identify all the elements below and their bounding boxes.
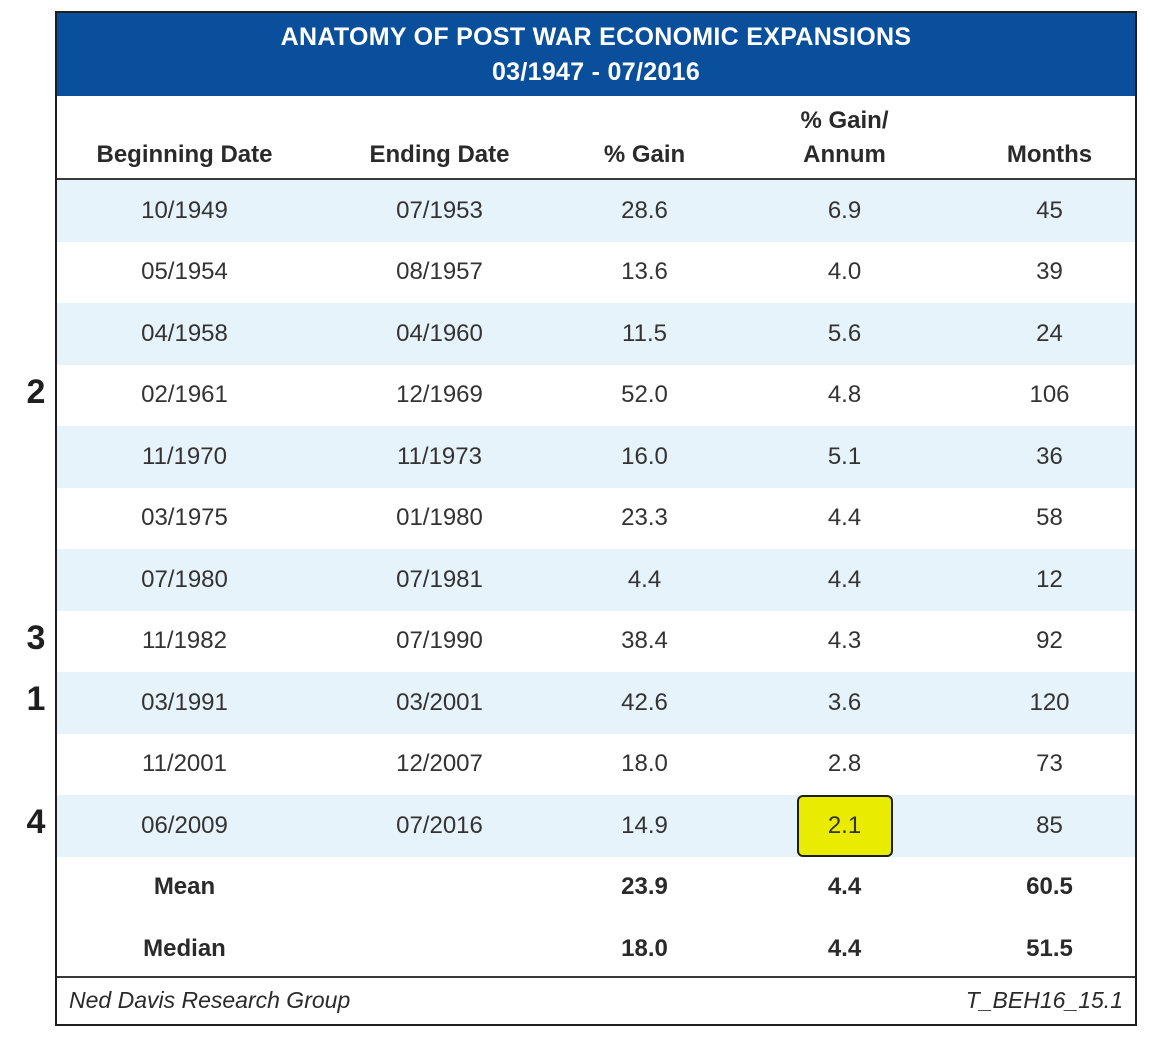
cell-gain: 13.6: [621, 258, 668, 286]
cell-gain: 28.6: [621, 196, 668, 224]
cell-beginning-date: 06/2009: [141, 811, 228, 839]
cell-gain: 38.4: [621, 627, 668, 655]
cell-months: 12: [1036, 565, 1063, 593]
cell-ending-date: 11/1973: [397, 442, 482, 470]
highlighted-gain-annum: 2.1: [796, 794, 893, 857]
table-row: 04/1958 04/1960 11.5 5.6 24: [57, 303, 1135, 365]
summary-months: 51.5: [1026, 934, 1073, 962]
row-marker: 3: [26, 618, 46, 657]
summary-months: 60.5: [1026, 873, 1073, 901]
cell-gain-annum: 5.1: [827, 442, 862, 470]
cell-gain-annum-wrapper: 2.1: [757, 794, 932, 857]
table-footer: Ned Davis Research Group T_BEH16_15.1: [57, 976, 1135, 1024]
table-row: 11/1970 11/1973 16.0 5.1 36: [57, 426, 1135, 488]
header-gain: % Gain: [603, 141, 686, 168]
cell-ending-date: 07/1990: [396, 627, 483, 655]
table-frame: ANATOMY OF POST WAR ECONOMIC EXPANSIONS …: [55, 11, 1137, 1026]
cell-beginning-date: 03/1975: [141, 504, 228, 532]
cell-months: 58: [1036, 504, 1063, 532]
cell-gain: 16.0: [621, 442, 668, 470]
cell-gain-annum: 4.3: [827, 627, 862, 655]
cell-gain: 14.9: [621, 811, 668, 839]
cell-gain-annum: 4.8: [827, 381, 862, 409]
table-row: 02/1961 12/1969 52.0 4.8 106: [57, 365, 1135, 427]
cell-gain-annum: 4.0: [827, 258, 862, 286]
table-row: 05/1954 08/1957 13.6 4.0 39: [57, 242, 1135, 304]
cell-ending-date: 12/1969: [396, 381, 483, 409]
cell-beginning-date: 11/1970: [142, 442, 227, 470]
table-row: 10/1949 07/1953 28.6 6.9 45: [57, 180, 1135, 242]
cell-months: 85: [1036, 811, 1063, 839]
cell-gain: 52.0: [621, 381, 668, 409]
cell-ending-date: 07/2016: [396, 811, 483, 839]
cell-ending-date: 08/1957: [396, 258, 483, 286]
cell-ending-date: 01/1980: [396, 504, 483, 532]
cell-gain-annum: 2.8: [827, 750, 862, 778]
summary-gain: 23.9: [621, 873, 668, 901]
header-months: Months: [1006, 141, 1093, 168]
summary-gain: 18.0: [621, 934, 668, 962]
summary-label: Mean: [153, 873, 216, 901]
cell-months: 73: [1036, 750, 1063, 778]
cell-ending-date: 07/1981: [396, 565, 483, 593]
cell-beginning-date: 10/1949: [141, 196, 228, 224]
cell-gain: 4.4: [627, 565, 662, 593]
table-title: ANATOMY OF POST WAR ECONOMIC EXPANSIONS: [280, 23, 912, 51]
cell-beginning-date: 05/1954: [141, 258, 228, 286]
table-body: 10/1949 07/1953 28.6 6.9 45 05/1954 08/1957 13.…: [57, 180, 1135, 980]
summary-row: Mean 23.9 4.4 60.5: [57, 857, 1135, 919]
row-marker: 1: [26, 680, 46, 718]
cell-gain-annum: 4.4: [827, 565, 862, 593]
header-beginning-date: Beginning Date: [96, 141, 273, 168]
cell-beginning-date: 04/1958: [141, 319, 228, 347]
source-credit: Ned Davis Research Group: [69, 987, 351, 1013]
title-bar: ANATOMY OF POST WAR ECONOMIC EXPANSIONS …: [57, 13, 1135, 96]
cell-gain-annum: 6.9: [827, 196, 862, 224]
summary-row: Median 18.0 4.4 51.5: [57, 918, 1135, 980]
cell-gain-annum: 3.6: [827, 688, 862, 716]
cell-gain-annum: 5.6: [827, 319, 862, 347]
header-ending-date: Ending Date: [369, 141, 510, 168]
cell-months: 24: [1036, 319, 1063, 347]
cell-months: 39: [1036, 258, 1063, 286]
table-row: 06/2009 07/2016 14.9 2.1 85: [57, 794, 1135, 857]
cell-ending-date: 07/1953: [396, 196, 483, 224]
summary-gain-annum: 4.4: [827, 934, 862, 962]
column-headers: Beginning Date Ending Date % Gain % Gain…: [57, 96, 1135, 180]
table-subtitle: 03/1947 - 07/2016: [491, 58, 701, 86]
cell-gain: 42.6: [621, 688, 668, 716]
summary-label: Median: [143, 934, 226, 962]
cell-ending-date: 03/2001: [396, 688, 483, 716]
row-marker: 2: [26, 372, 46, 411]
table-row: 11/2001 12/2007 18.0 2.8 73: [57, 734, 1135, 796]
chart-code: T_BEH16_15.1: [965, 987, 1123, 1013]
table-row: 03/1975 01/1980 23.3 4.4 58: [57, 488, 1135, 550]
table-row: 11/1982 07/1990 38.4 4.3 92: [57, 611, 1135, 673]
cell-months: 120: [1029, 688, 1070, 716]
table-row: 03/1991 03/2001 42.6 3.6 120: [57, 672, 1135, 734]
cell-beginning-date: 11/1982: [142, 627, 227, 655]
cell-months: 92: [1036, 627, 1063, 655]
cell-gain: 23.3: [621, 504, 668, 532]
cell-beginning-date: 07/1980: [141, 565, 228, 593]
row-marker: 4: [26, 803, 46, 841]
cell-gain: 11.5: [622, 319, 667, 347]
cell-beginning-date: 03/1991: [141, 688, 228, 716]
header-gain-annum-line1: % Gain/: [800, 107, 889, 134]
cell-gain: 18.0: [621, 750, 668, 778]
cell-beginning-date: 02/1961: [141, 381, 228, 409]
cell-ending-date: 04/1960: [396, 319, 483, 347]
cell-beginning-date: 11/2001: [142, 750, 227, 778]
cell-months: 45: [1036, 196, 1063, 224]
cell-gain-annum: 4.4: [827, 504, 862, 532]
header-gain-annum-line2: Annum: [803, 141, 886, 168]
summary-gain-annum: 4.4: [827, 873, 862, 901]
cell-ending-date: 12/2007: [396, 750, 483, 778]
cell-months: 36: [1036, 442, 1063, 470]
table-row: 07/1980 07/1981 4.4 4.4 12: [57, 549, 1135, 611]
cell-months: 106: [1029, 381, 1070, 409]
